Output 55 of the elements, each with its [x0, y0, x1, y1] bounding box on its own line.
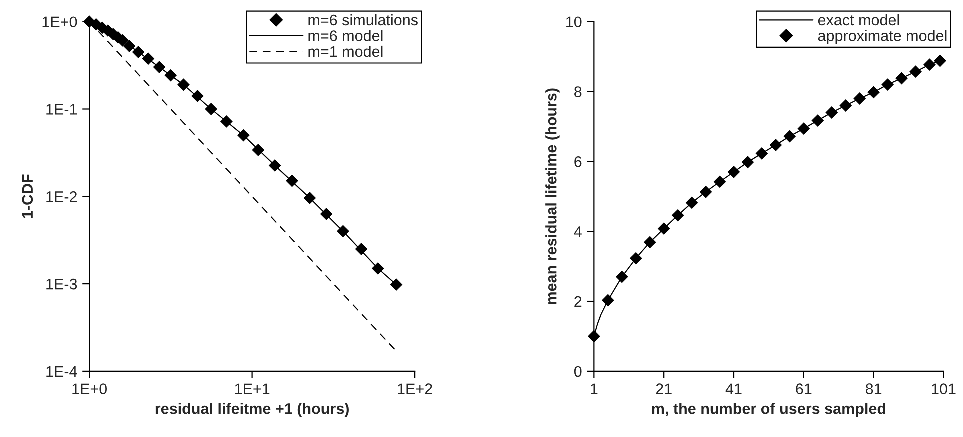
y-axis-title: mean residual lifetime (hours): [546, 88, 560, 304]
point: [700, 186, 712, 198]
point: [588, 330, 600, 343]
x-tick-label: 1: [591, 384, 598, 394]
point: [910, 66, 922, 78]
x-axis-title: residual lifeitme +1 (hours): [156, 403, 349, 418]
point: [686, 196, 698, 210]
x-tick-label: 101: [932, 384, 956, 394]
y-tick-label: 1E-2: [46, 192, 77, 202]
point: [644, 236, 656, 249]
legend-label: approximate model: [818, 30, 947, 44]
point: [840, 100, 852, 112]
y-tick-label: 8: [574, 86, 582, 98]
point: [616, 270, 628, 284]
x-tick-label: 1E+0: [72, 384, 108, 394]
point: [868, 86, 880, 99]
x-tick-label: 1E+1: [235, 384, 270, 394]
point: [630, 252, 642, 265]
point: [798, 122, 810, 136]
y-tick-label: 1E+0: [42, 16, 78, 28]
legend-label: exact model: [818, 14, 900, 26]
y-tick-label: 4: [574, 226, 582, 238]
legend-label: m=1 model: [308, 46, 383, 58]
x-tick-label: 21: [656, 384, 672, 394]
x-tick-label: 61: [796, 384, 812, 394]
x-tick-label: 81: [866, 384, 882, 394]
point: [756, 147, 768, 160]
point: [742, 156, 754, 169]
y-axis-title: 1-CDF: [22, 174, 34, 218]
point: [826, 106, 838, 119]
point: [812, 114, 824, 127]
point: [924, 58, 936, 72]
point: [882, 78, 894, 91]
point: [934, 54, 946, 68]
x-tick-label: 1E+2: [398, 384, 432, 394]
point: [896, 72, 908, 85]
point: [770, 139, 782, 152]
y-tick-label: 6: [574, 156, 582, 168]
point: [728, 166, 740, 178]
legend-label: m=6 model: [308, 30, 383, 42]
point: [854, 92, 866, 105]
point: [784, 130, 796, 143]
y-tick-label: 1E-3: [46, 278, 78, 290]
y-tick-label: 1E-1: [46, 104, 78, 115]
point: [714, 176, 726, 188]
point: [602, 294, 614, 307]
y-tick-label: 10: [566, 16, 582, 28]
point: [658, 222, 670, 236]
legend-label: m=6 simulations: [308, 14, 418, 26]
x-tick-label: 41: [726, 384, 742, 394]
x-axis-title: m, the number of users sampled: [652, 403, 886, 418]
point: [672, 209, 684, 222]
y-tick-label: 1E-4: [46, 366, 78, 377]
y-tick-label: 2: [574, 296, 582, 308]
y-tick-label: 0: [574, 366, 582, 378]
